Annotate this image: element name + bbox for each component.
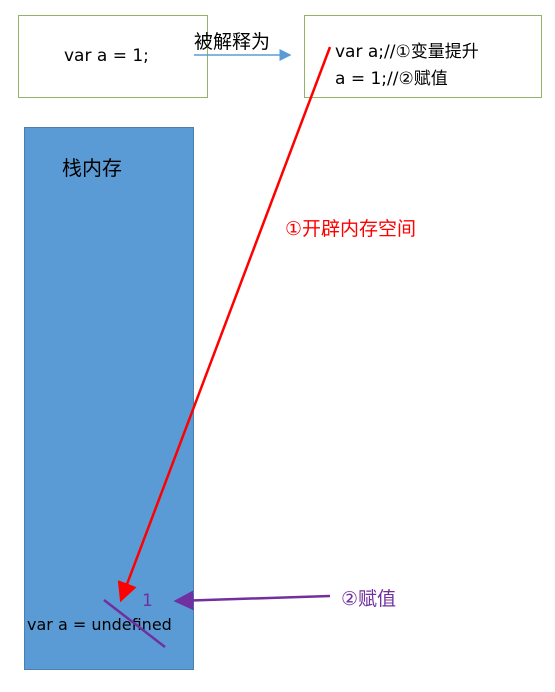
assign-arrow [173, 590, 331, 611]
stack-variable-text: var a = undefined [27, 615, 172, 634]
hoisted-line-1: var a;//①变量提升 [335, 42, 479, 62]
source-code-box: var a = 1; [18, 15, 208, 98]
assign-annotation: ②赋值 [341, 588, 397, 610]
allocate-arrow [117, 46, 332, 603]
allocate-annotation: ①开辟内存空间 [285, 218, 417, 240]
strikethrough-line [103, 599, 166, 648]
source-code-text: var a = 1; [64, 46, 149, 66]
hoisted-line-2: a = 1;//②赋值 [335, 69, 448, 89]
hoisted-code-box: var a;//①变量提升 a = 1;//②赋值 [304, 15, 542, 98]
interpret-label: 被解释为 [194, 31, 271, 53]
assigned-value: 1 [142, 591, 153, 611]
stack-memory-block: 栈内存 var a = undefined 1 [24, 127, 194, 670]
stack-title: 栈内存 [62, 156, 122, 180]
